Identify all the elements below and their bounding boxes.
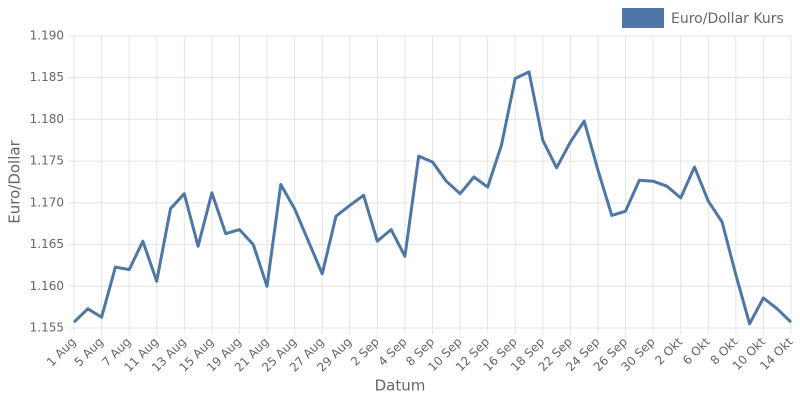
y-tick-label: 1.180 bbox=[30, 112, 64, 126]
x-axis-title: Datum bbox=[375, 377, 426, 395]
y-axis-title: Euro/Dollar bbox=[6, 139, 24, 223]
x-tick-label: 2 Okt bbox=[652, 334, 685, 367]
y-tick-label: 1.160 bbox=[30, 279, 64, 293]
y-tick-label: 1.170 bbox=[30, 195, 64, 209]
y-tick-label: 1.165 bbox=[30, 237, 64, 251]
legend-swatch bbox=[622, 8, 664, 28]
line bbox=[72, 70, 793, 326]
y-tick-label: 1.185 bbox=[30, 70, 64, 84]
x-tick-label: 5 Aug bbox=[72, 335, 107, 370]
x-tick-label: 6 Okt bbox=[680, 334, 713, 367]
x-tick-label: 1 Aug bbox=[44, 335, 79, 370]
y-tick-label: 1.155 bbox=[30, 321, 64, 335]
y-tick-label: 1.190 bbox=[30, 29, 64, 43]
y-tick-label: 1.175 bbox=[30, 154, 64, 168]
x-tick-label: 4 Sep bbox=[376, 335, 410, 369]
x-tick-label: 2 Sep bbox=[348, 335, 382, 369]
legend-label: Euro/Dollar Kurs bbox=[671, 11, 784, 27]
